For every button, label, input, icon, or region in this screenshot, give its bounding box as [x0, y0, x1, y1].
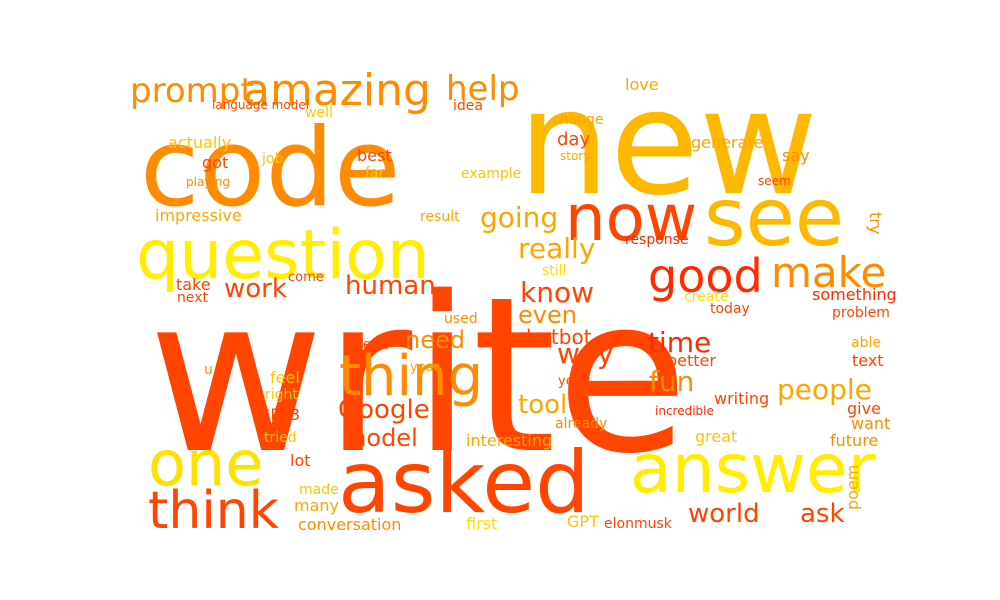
word-human: human	[345, 271, 436, 301]
word-help: help	[446, 69, 520, 109]
word-way: way	[557, 337, 614, 370]
word-still: still	[542, 263, 566, 279]
word-made: made	[299, 482, 339, 498]
word-day: day	[557, 129, 590, 150]
word-going: going	[480, 201, 558, 234]
word-actually: actually	[168, 133, 231, 152]
word-next: next	[177, 290, 209, 306]
word-thread: thread	[343, 337, 389, 353]
word-try: try	[866, 212, 885, 234]
word-conversation: conversation	[298, 515, 401, 534]
word-create: create	[684, 289, 728, 305]
word-love: love	[625, 75, 659, 94]
word-one: one	[148, 427, 263, 500]
word-tried: tried	[264, 430, 297, 446]
word-something: something	[812, 285, 897, 304]
word-say: say	[782, 146, 810, 165]
word-ask: ask	[800, 499, 845, 529]
word-great: great	[695, 427, 737, 446]
word-asked: asked	[338, 433, 590, 533]
word-result: result	[420, 209, 460, 225]
word-now: now	[565, 182, 697, 256]
word-world: world	[688, 499, 760, 529]
word-good: good	[648, 249, 763, 303]
word-give: give	[847, 399, 881, 418]
word-tool: tool	[518, 390, 567, 420]
word-used: used	[444, 311, 478, 327]
word-change: change	[552, 112, 604, 128]
word-come: come	[288, 270, 324, 285]
word-year: year	[410, 360, 440, 375]
word-story: story	[560, 149, 590, 163]
word-want: want	[851, 414, 890, 433]
word-example: example	[461, 166, 521, 182]
word-write: write	[148, 250, 689, 501]
word-generate: generate	[691, 133, 763, 152]
word-first: first	[466, 514, 497, 533]
word-gpt: GPT	[567, 512, 599, 531]
word-interesting: interesting	[466, 431, 552, 450]
word-poem: poem	[843, 465, 862, 510]
word-idea: idea	[453, 98, 483, 114]
word-already: already	[555, 416, 607, 432]
word-better: better	[667, 351, 716, 370]
word-people: people	[777, 373, 872, 406]
word-code: code	[140, 106, 400, 231]
word-seem: seem	[758, 174, 791, 188]
word-need: need	[405, 326, 465, 354]
word-job: job	[261, 151, 283, 167]
word-yet: yet	[558, 374, 579, 389]
word-take: take	[176, 275, 211, 294]
word-well: well	[305, 105, 333, 121]
word-new: new	[518, 59, 818, 228]
word-response: response	[625, 232, 689, 248]
word-think: think	[148, 481, 279, 541]
word-gpt3: GPT3	[258, 405, 300, 424]
word-writing: writing	[714, 389, 769, 408]
word-time: time	[648, 326, 711, 359]
word-impressive: impressive	[155, 206, 242, 225]
word-see: see	[704, 171, 844, 264]
word-feel: feel	[270, 368, 300, 387]
word-prompt: prompt	[130, 71, 254, 111]
word-problem: problem	[832, 305, 890, 321]
word-best: best	[357, 146, 392, 165]
word-thing: thing	[339, 344, 483, 409]
word-u: u	[204, 362, 213, 378]
word-text: text	[852, 351, 884, 370]
word-future: future	[830, 431, 878, 450]
word-work: work	[224, 274, 287, 304]
word-question: question	[136, 216, 430, 295]
word-model: model	[343, 424, 418, 452]
word-able: able	[851, 335, 881, 351]
word-lot: lot	[290, 451, 311, 470]
word-playing: playing	[186, 175, 230, 189]
word-got: got	[202, 153, 228, 172]
word-know: know	[520, 276, 594, 309]
word-answer: answer	[630, 430, 876, 509]
word-right: right	[265, 387, 298, 403]
word-chatbot: chatbot	[515, 325, 592, 349]
word-incredible: incredible	[655, 404, 714, 418]
word-today: today	[710, 301, 750, 317]
word-really: really	[518, 232, 595, 265]
word-many: many	[294, 496, 339, 515]
word-fun: fun	[649, 365, 694, 398]
word-amazing: amazing	[243, 65, 431, 116]
word-far: far	[365, 165, 385, 181]
word-language-model: language model	[212, 98, 309, 112]
word-elonmusk: elonmusk	[604, 516, 673, 532]
word-even: even	[518, 301, 577, 329]
word-google: Google	[338, 395, 430, 425]
word-make: make	[771, 248, 886, 297]
